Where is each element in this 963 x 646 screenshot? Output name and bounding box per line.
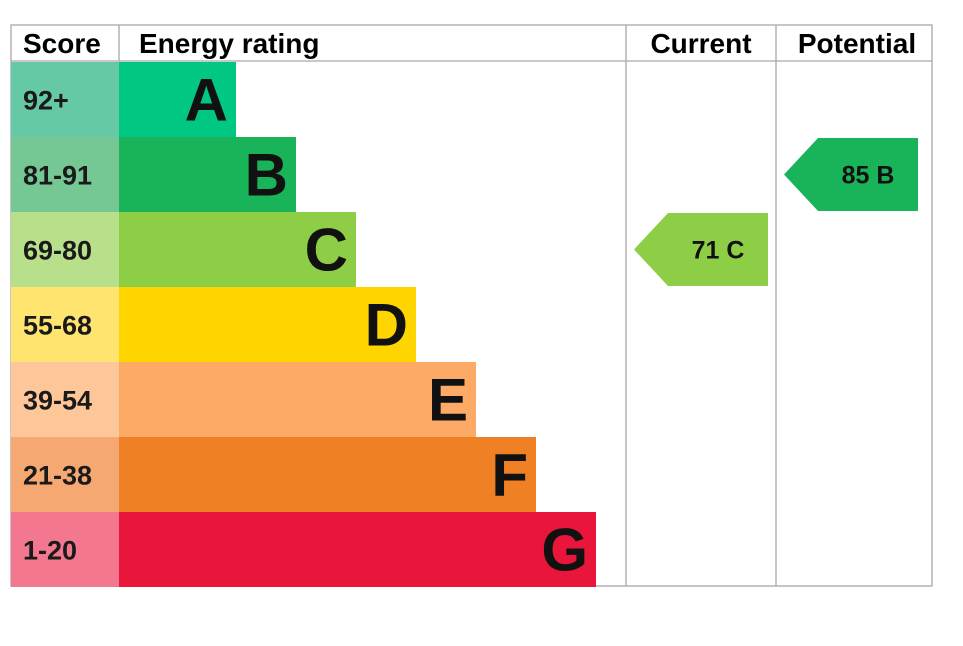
band-a: 92+ A bbox=[11, 62, 236, 137]
score-label: 81-91 bbox=[23, 161, 92, 191]
band-d: 55-68 D bbox=[11, 287, 416, 362]
band-bar bbox=[119, 287, 416, 362]
band-e: 39-54 E bbox=[11, 362, 476, 437]
potential-rating-arrow: 85 B bbox=[784, 138, 918, 211]
current-rating-arrow: 71 C bbox=[634, 213, 768, 286]
band-letter: G bbox=[541, 517, 588, 584]
header-score: Score bbox=[23, 28, 101, 59]
score-cell bbox=[11, 362, 119, 437]
band-f: 21-38 F bbox=[11, 437, 536, 512]
band-bar bbox=[119, 362, 476, 437]
band-letter: E bbox=[428, 367, 468, 434]
rating-bands: 92+ A 81-91 B 69-80 C 55-68 D 39-54 E 21-38 F 1-20 G bbox=[11, 62, 596, 587]
band-b: 81-91 B bbox=[11, 137, 296, 212]
score-label: 39-54 bbox=[23, 386, 92, 416]
rating-arrows: 71 C 85 B bbox=[634, 138, 918, 286]
score-cell bbox=[11, 137, 119, 212]
potential-rating-arrow-shape bbox=[784, 138, 918, 211]
band-bar bbox=[119, 137, 296, 212]
score-cell bbox=[11, 287, 119, 362]
band-c: 69-80 C bbox=[11, 212, 356, 287]
band-letter: A bbox=[185, 67, 228, 134]
score-label: 55-68 bbox=[23, 311, 92, 341]
score-label: 92+ bbox=[23, 86, 69, 116]
score-cell bbox=[11, 212, 119, 287]
band-bar bbox=[119, 212, 356, 287]
band-letter: F bbox=[491, 442, 528, 509]
band-letter: D bbox=[365, 292, 408, 359]
band-letter: C bbox=[305, 217, 348, 284]
score-cell bbox=[11, 437, 119, 512]
band-bar bbox=[119, 512, 596, 587]
current-rating-arrow-shape bbox=[634, 213, 768, 286]
current-rating-arrow-label: 71 C bbox=[692, 237, 745, 265]
band-g: 1-20 G bbox=[11, 512, 596, 587]
band-bar bbox=[119, 62, 236, 137]
band-letter: B bbox=[245, 142, 288, 209]
header-energy-rating: Energy rating bbox=[139, 28, 319, 59]
band-bar bbox=[119, 437, 536, 512]
score-label: 1-20 bbox=[23, 536, 77, 566]
score-cell bbox=[11, 512, 119, 587]
score-label: 21-38 bbox=[23, 461, 92, 491]
potential-rating-arrow-label: 85 B bbox=[842, 162, 895, 190]
header-potential: Potential bbox=[798, 28, 916, 59]
header-current: Current bbox=[650, 28, 751, 59]
score-label: 69-80 bbox=[23, 236, 92, 266]
score-cell bbox=[11, 62, 119, 137]
